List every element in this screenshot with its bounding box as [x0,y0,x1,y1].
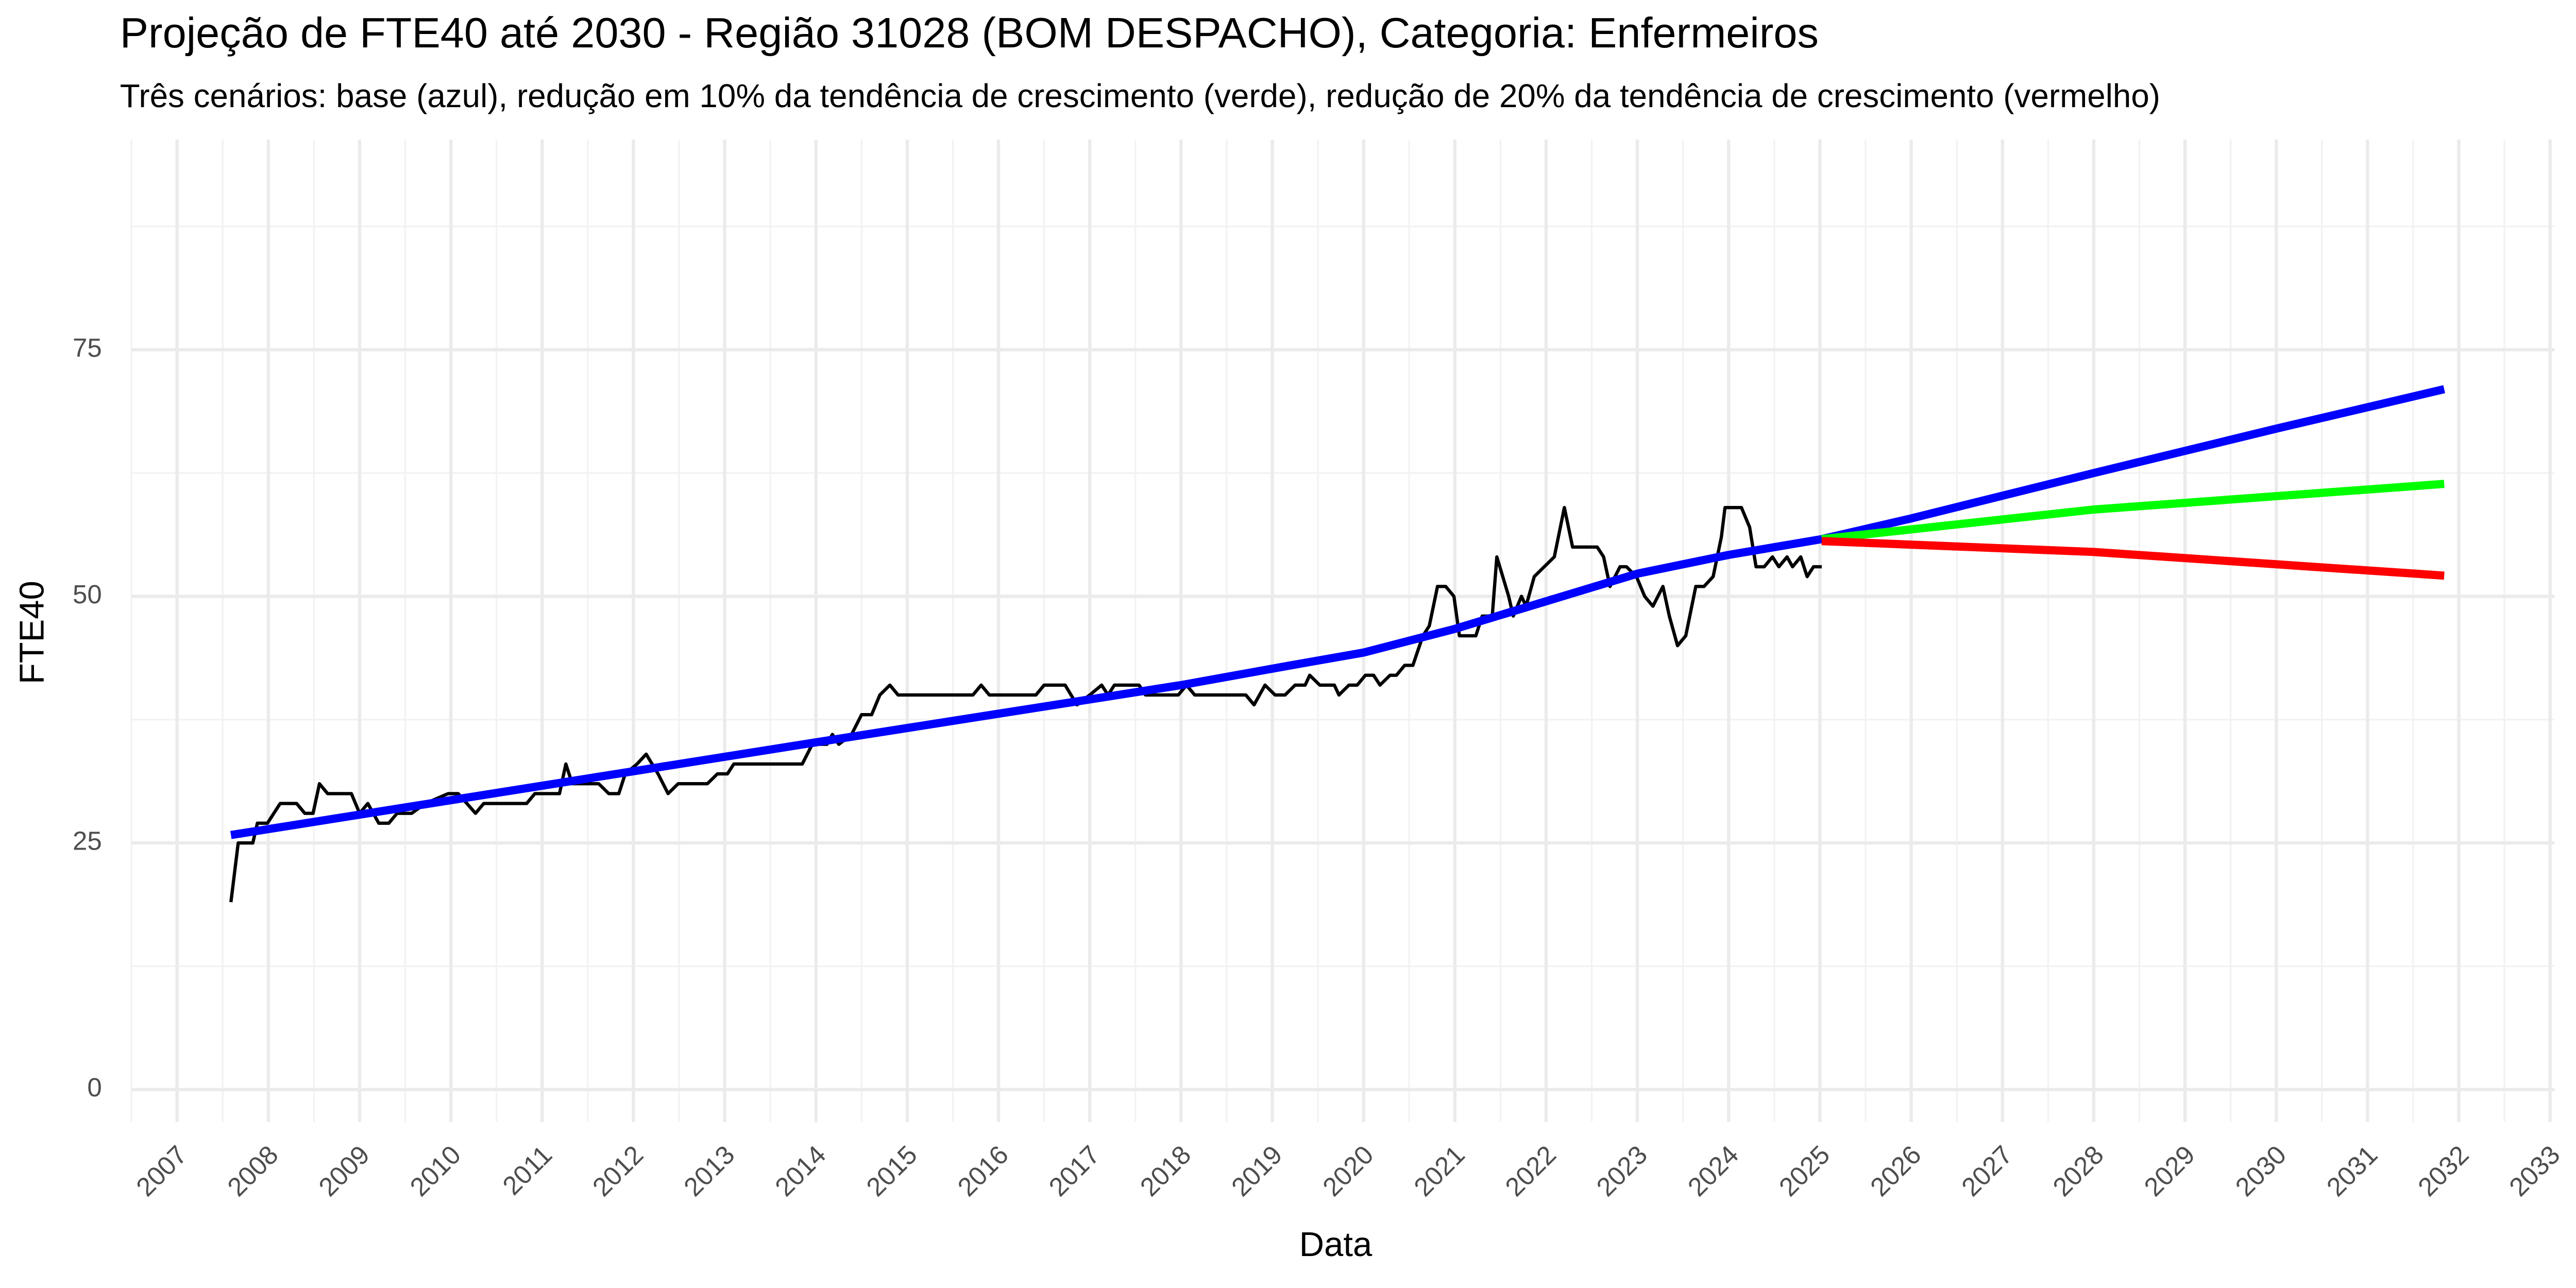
series-line [230,385,2446,839]
y-tick-label: 0 [87,1073,101,1102]
y-tick-label: 50 [73,580,102,609]
x-axis-label: Data [1299,1225,1372,1264]
y-tick-label: 25 [73,826,102,856]
series-line [1821,480,2445,544]
series-line [229,505,1822,903]
y-axis-label: FTE40 [13,581,52,684]
grid [130,140,2555,1122]
y-tick-label: 75 [73,333,102,362]
chart-title: Projeção de FTE40 até 2030 - Região 3102… [120,9,1819,57]
plot [229,385,2446,903]
series-line [1821,537,2445,580]
chart-subtitle: Três cenários: base (azul), redução em 1… [120,77,2160,114]
